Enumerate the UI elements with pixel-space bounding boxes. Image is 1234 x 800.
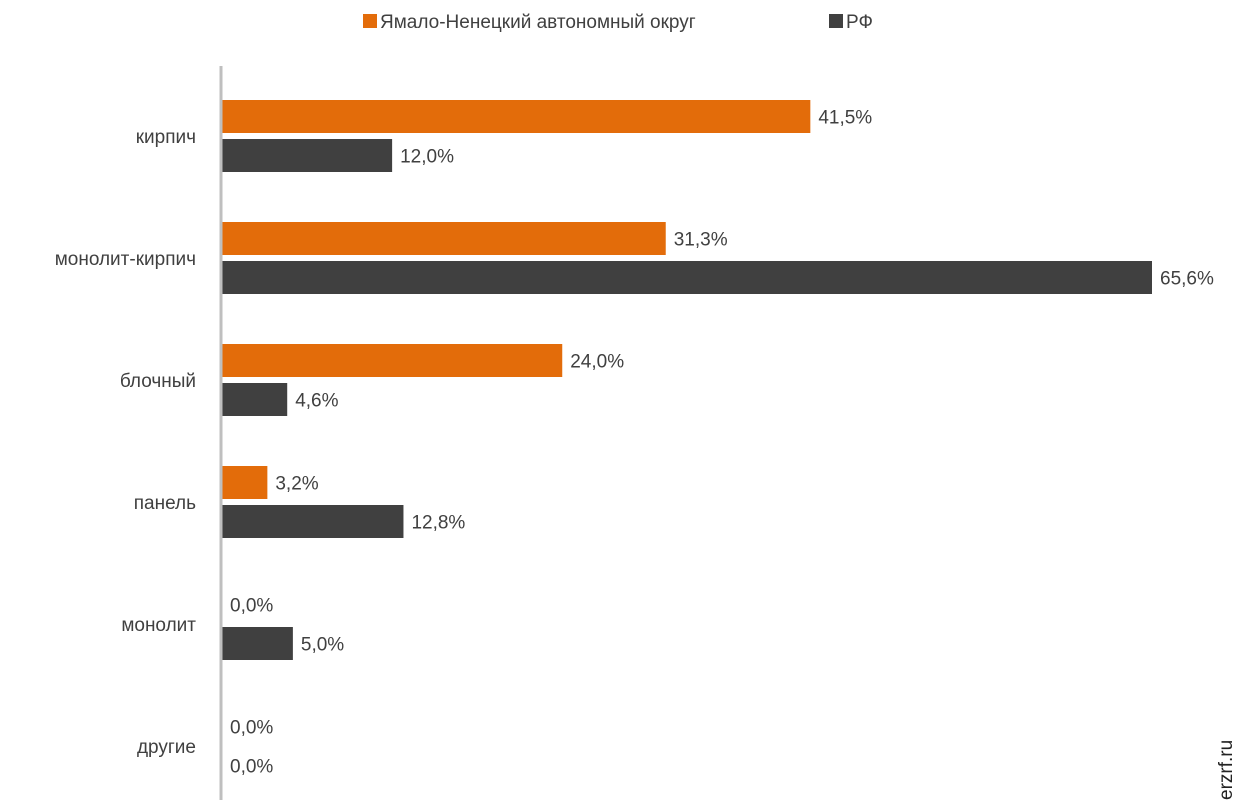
category-label: панель: [134, 493, 196, 514]
data-label: 5,0%: [301, 635, 344, 656]
data-label: 3,2%: [275, 474, 318, 495]
bar: [222, 505, 404, 538]
data-label: 0,0%: [230, 757, 273, 778]
value-labels: 41,5% 12,0% 31,3% 65,6% 24,0% 4,6% 3,2% 12,8% 0,…: [230, 108, 1214, 778]
legend-swatch: [363, 14, 377, 28]
data-label: 0,0%: [230, 596, 273, 617]
bar: [222, 100, 811, 133]
bar: [222, 383, 288, 416]
category-label: кирпич: [136, 127, 196, 148]
data-label: 12,0%: [400, 147, 454, 168]
bar: [222, 261, 1152, 294]
bar: [222, 627, 293, 660]
data-label: 65,6%: [1160, 269, 1214, 290]
legend-label: РФ: [846, 12, 873, 33]
category-label: монолит: [121, 615, 196, 636]
legend-label: Ямало-Ненецкий автономный округ: [380, 12, 696, 33]
bar: [222, 139, 393, 172]
bar: [222, 466, 268, 499]
bar: [222, 222, 666, 255]
category-labels: кирпич монолит-кирпич блочный панель монолит…: [55, 127, 197, 758]
data-label: 24,0%: [570, 352, 624, 373]
category-label: другие: [137, 737, 196, 758]
data-label: 4,6%: [295, 391, 338, 412]
data-label: 12,8%: [411, 513, 465, 534]
category-label: блочный: [120, 371, 196, 392]
watermark: erzrf.ru: [1216, 740, 1234, 800]
bar: [222, 344, 563, 377]
legend: Ямало-Ненецкий автономный округ РФ: [363, 12, 873, 33]
data-label: 0,0%: [230, 718, 273, 739]
data-label: 41,5%: [818, 108, 872, 129]
legend-swatch: [829, 14, 843, 28]
category-label: монолит-кирпич: [55, 249, 196, 270]
data-label: 31,3%: [674, 230, 728, 251]
bars: [222, 100, 1152, 660]
